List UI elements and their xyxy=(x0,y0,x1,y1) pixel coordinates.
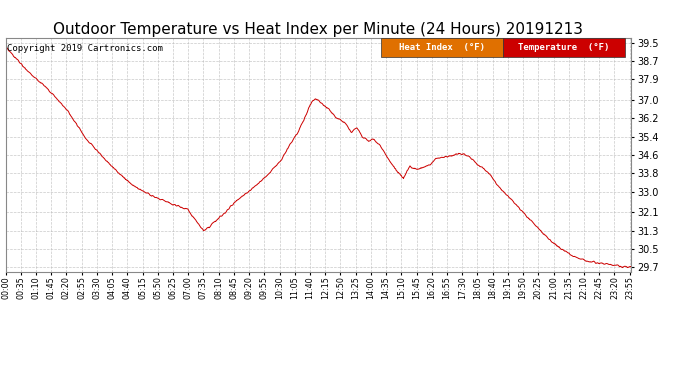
Text: Temperature  (°F): Temperature (°F) xyxy=(518,43,610,52)
Text: Heat Index  (°F): Heat Index (°F) xyxy=(399,43,485,52)
Text: Copyright 2019 Cartronics.com: Copyright 2019 Cartronics.com xyxy=(8,44,164,53)
Title: Outdoor Temperature vs Heat Index per Minute (24 Hours) 20191213: Outdoor Temperature vs Heat Index per Mi… xyxy=(53,22,584,37)
FancyBboxPatch shape xyxy=(503,38,625,57)
FancyBboxPatch shape xyxy=(381,38,503,57)
